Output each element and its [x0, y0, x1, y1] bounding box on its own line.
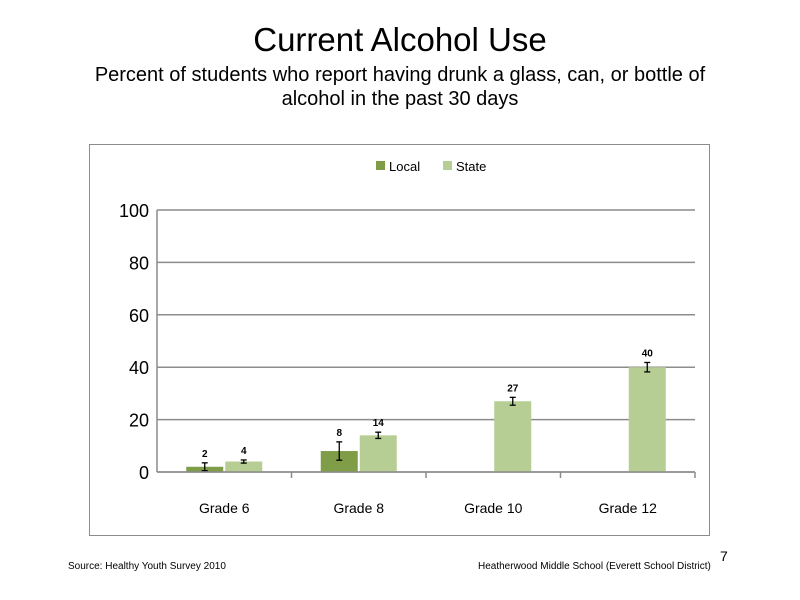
legend-swatch-local: [376, 161, 385, 170]
data-label: 40: [642, 348, 654, 359]
bar-state-grade-10: [494, 401, 532, 472]
legend-swatch-state: [443, 161, 452, 170]
y-tick-label: 40: [129, 358, 149, 378]
x-tick-label: Grade 6: [199, 500, 250, 516]
data-label: 8: [336, 428, 342, 439]
chart-title: Current Alcohol Use: [253, 21, 547, 58]
bar-state-grade-8: [359, 435, 397, 472]
bar-state-grade-12: [628, 367, 666, 472]
school-name: Heatherwood Middle School (Everett Schoo…: [478, 561, 711, 572]
bar-state-grade-6: [225, 461, 263, 472]
chart-frame: [89, 144, 710, 536]
y-tick-label: 0: [139, 463, 149, 483]
x-tick-label: Grade 8: [333, 500, 384, 516]
chart-subtitle: Percent of students who report having dr…: [94, 64, 706, 110]
y-tick-label: 20: [129, 411, 149, 431]
y-tick-label: 80: [129, 253, 149, 273]
page-number: 7: [720, 548, 728, 564]
source-note: Source: Healthy Youth Survey 2010: [68, 561, 226, 572]
data-label: 4: [241, 446, 247, 457]
data-label: 14: [373, 418, 385, 429]
legend-label-local: Local: [389, 159, 420, 174]
x-tick-label: Grade 10: [464, 500, 523, 516]
legend-label-state: State: [456, 159, 486, 174]
y-tick-label: 100: [119, 201, 149, 221]
data-label: 2: [202, 449, 208, 460]
data-label: 27: [507, 383, 519, 394]
bar-local-grade-8: [320, 451, 358, 472]
y-tick-label: 60: [129, 306, 149, 326]
x-tick-label: Grade 12: [599, 500, 658, 516]
